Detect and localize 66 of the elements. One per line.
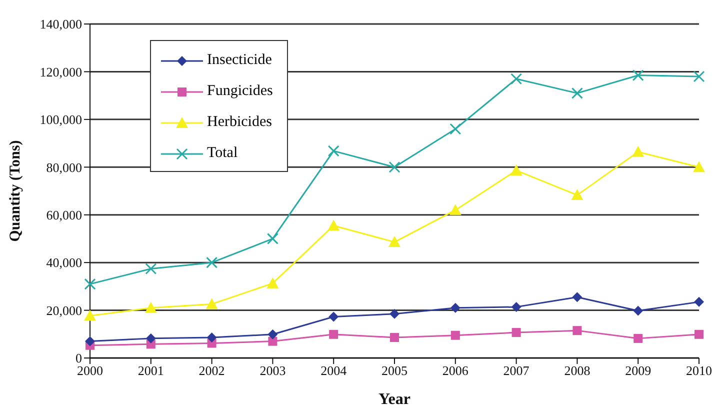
- point: [633, 306, 644, 316]
- point: [693, 161, 705, 172]
- point: [146, 333, 156, 344]
- point: [449, 204, 462, 216]
- point: [328, 312, 339, 322]
- point: [84, 310, 96, 321]
- y-tick-label: 60,000: [46, 207, 82, 222]
- legend-label: Fungicides: [207, 83, 273, 100]
- point: [450, 330, 460, 340]
- point: [266, 232, 278, 244]
- point: [206, 256, 218, 268]
- x-axis-title: Year: [378, 391, 410, 408]
- point: [693, 70, 705, 82]
- point: [450, 123, 462, 135]
- point: [266, 277, 279, 288]
- y-tick-label: 0: [76, 350, 82, 366]
- point: [388, 236, 400, 248]
- point: [144, 302, 157, 313]
- point: [328, 220, 340, 231]
- point: [572, 292, 582, 302]
- y-tick-label: 20,000: [46, 302, 82, 318]
- x-tick-label: 2008: [564, 363, 590, 378]
- point: [206, 298, 218, 310]
- legend-label: Insecticide: [207, 52, 272, 69]
- y-tick-label: 40,000: [46, 255, 82, 270]
- y-axis-title: Quantity (Tons): [7, 140, 24, 242]
- point: [85, 336, 95, 346]
- point: [329, 330, 338, 339]
- point: [632, 146, 644, 157]
- point: [328, 145, 340, 157]
- x-tick-label: 2005: [382, 363, 408, 378]
- y-tick-label: 100,000: [40, 112, 82, 128]
- y-tick-label: 80,000: [46, 160, 82, 175]
- point: [84, 278, 96, 290]
- point: [450, 302, 460, 313]
- point: [268, 336, 278, 346]
- point: [571, 87, 583, 99]
- point: [632, 70, 644, 82]
- x-tick-label: 2007: [503, 363, 530, 378]
- legend-label: Total: [207, 145, 238, 162]
- point: [145, 263, 157, 275]
- x-tick-label: 2003: [260, 363, 286, 378]
- point: [572, 326, 582, 336]
- x-tick-label: 2002: [198, 363, 225, 378]
- point: [510, 73, 522, 85]
- point: [206, 332, 217, 342]
- point: [390, 332, 399, 342]
- point: [510, 164, 522, 176]
- point: [390, 308, 400, 319]
- point: [388, 161, 400, 173]
- y-tick-label: 120,000: [40, 64, 82, 80]
- x-tick-label: 2004: [320, 363, 348, 378]
- legend-label: Herbicides: [207, 114, 272, 131]
- point: [571, 189, 584, 200]
- point: [268, 329, 278, 340]
- point: [511, 302, 522, 312]
- point: [512, 328, 521, 337]
- point: [694, 330, 704, 339]
- x-tick-label: 2001: [138, 363, 164, 378]
- x-tick-label: 2010: [686, 363, 712, 378]
- x-tick-label: 2006: [442, 363, 469, 378]
- point: [694, 296, 704, 307]
- point: [634, 334, 643, 343]
- x-tick-label: 2000: [77, 363, 103, 378]
- y-tick-label: 140,000: [40, 16, 82, 32]
- x-tick-label: 2009: [625, 363, 652, 378]
